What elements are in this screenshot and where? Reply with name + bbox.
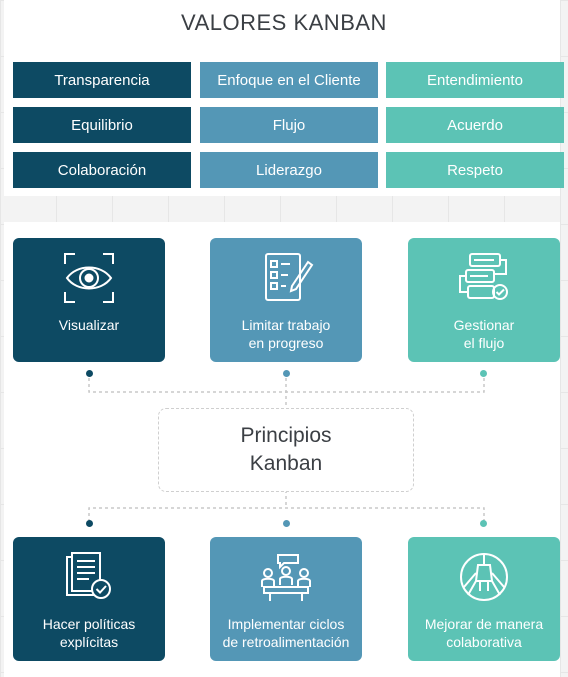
principle-label: Implementar ciclos de retroalimentación (222, 616, 350, 650)
connector-dot (480, 370, 487, 377)
principles-title-line2: Kanban (249, 452, 323, 475)
value-cell: Enfoque en el Cliente (200, 62, 378, 98)
principle-label: Visualizar (58, 317, 120, 333)
values-title: VALORES KANBAN (181, 10, 387, 35)
principle-label: Limitar trabajo en progreso (241, 317, 331, 351)
value-cell: Colaboración (13, 152, 191, 188)
principles-title-line1: Principios (240, 424, 332, 447)
value-cell: Flujo (200, 107, 378, 143)
connector-dot (480, 520, 487, 527)
principle-card-explicit-policies: Hacer políticas explícitas (13, 537, 165, 661)
flow-process-icon (459, 253, 508, 300)
value-cell: Transparencia (13, 62, 191, 98)
principle-label: Mejorar de manera colaborativa (424, 616, 544, 650)
connector-dot (283, 370, 290, 377)
value-cell: Acuerdo (386, 107, 564, 143)
hands-together-icon (460, 553, 508, 601)
connector-dot (283, 520, 290, 527)
principle-label: Hacer políticas explícitas (42, 616, 136, 650)
value-cell: Entendimiento (386, 62, 564, 98)
value-cell: Respeto (386, 152, 564, 188)
principle-card-visualize: Visualizar (13, 238, 165, 362)
principles-title-box: Principios Kanban (158, 408, 414, 492)
connector-dot (86, 370, 93, 377)
value-cell: Equilibrio (13, 107, 191, 143)
value-cell: Liderazgo (200, 152, 378, 188)
meeting-table-icon (261, 554, 311, 601)
principle-label: Gestionar el flujo (453, 317, 515, 351)
checklist-pencil-icon (265, 253, 314, 301)
documents-check-icon (66, 552, 111, 599)
eye-scan-icon (64, 253, 114, 303)
principle-card-manage-flow: Gestionar el flujo (408, 238, 560, 362)
principle-card-feedback-loops: Implementar ciclos de retroalimentación (210, 537, 362, 661)
connector-dot (86, 520, 93, 527)
principle-card-limit-wip: Limitar trabajo en progreso (210, 238, 362, 362)
principle-card-collaborative-improvement: Mejorar de manera colaborativa (408, 537, 560, 661)
